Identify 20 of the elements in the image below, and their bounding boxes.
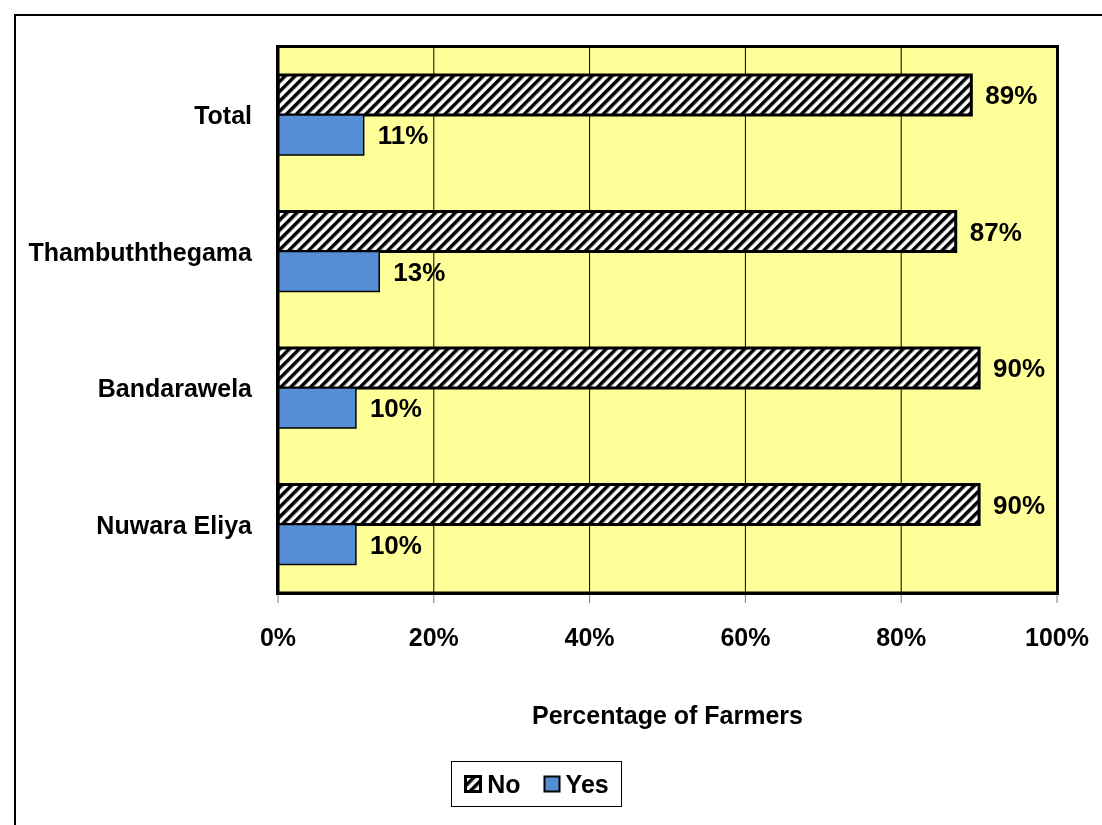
legend-label: No (487, 769, 521, 799)
y-tick-label: Nuwara Eliya (96, 510, 254, 539)
x-tick-label: 20% (408, 622, 459, 651)
data-label: 89% (985, 80, 1038, 111)
x-tick-label: 80% (876, 622, 927, 651)
x-tick-label: 100% (1025, 622, 1089, 651)
data-label: 90% (993, 489, 1046, 520)
legend-label: Yes (565, 769, 609, 799)
y-tick-label: Thambuththegama (28, 237, 254, 266)
data-label: 87% (969, 216, 1022, 247)
data-label: 10% (369, 529, 422, 560)
data-label: 11% (377, 120, 429, 151)
x-axis-title: Percentage of Farmers (532, 701, 803, 729)
x-tick-label: 40% (564, 622, 615, 651)
y-tick-label: Total (194, 101, 252, 130)
x-tick-label: 0% (259, 622, 297, 651)
y-tick-label: Bandarawela (97, 374, 254, 403)
data-label: 90% (993, 353, 1046, 384)
data-label: 10% (369, 393, 422, 424)
x-tick-label: 60% (720, 622, 771, 651)
